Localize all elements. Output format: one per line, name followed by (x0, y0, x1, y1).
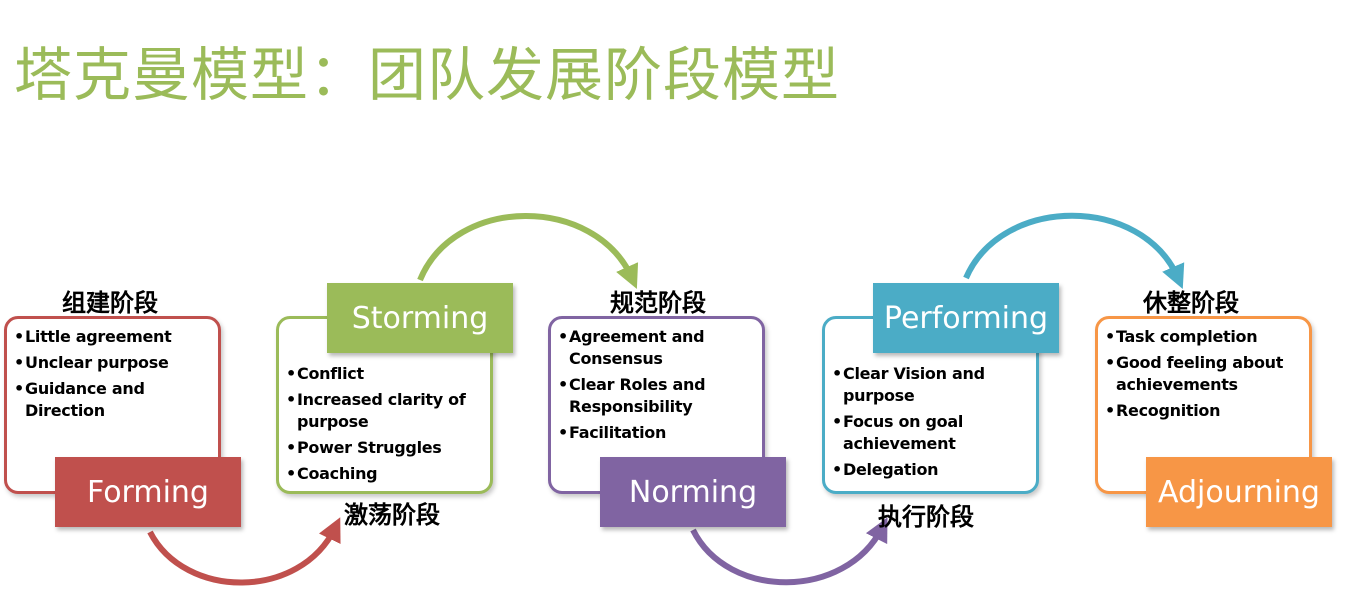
performing-label: Performing (873, 283, 1059, 353)
forming-cn-label: 组建阶段 (62, 289, 158, 317)
storming-cn-label: 激荡阶段 (344, 501, 440, 529)
storming-items: Conflict Increased clarity of purpose Po… (286, 363, 488, 489)
forming-item: Little agreement (14, 326, 216, 348)
forming-items: Little agreement Unclear purpose Guidanc… (14, 326, 216, 426)
performing-item: Clear Vision and purpose (832, 363, 1034, 407)
norming-label: Norming (600, 457, 786, 527)
adjourning-item: Task completion (1105, 326, 1307, 348)
adjourning-label: Adjourning (1146, 457, 1332, 527)
arrow-storming-to-norming (417, 213, 639, 289)
storming-label: Storming (327, 283, 513, 353)
norming-item: Clear Roles and Responsibility (558, 374, 760, 418)
adjourning-items: Task completion Good feeling about achie… (1105, 326, 1307, 426)
adjourning-item: Good feeling about achievements (1105, 352, 1307, 396)
adjourning-cn-label: 休整阶段 (1143, 289, 1239, 317)
norming-item: Facilitation (558, 422, 760, 444)
arrow-forming-to-storming (147, 517, 341, 586)
storming-item: Increased clarity of purpose (286, 389, 488, 433)
norming-cn-label: 规范阶段 (610, 289, 706, 317)
adjourning-item: Recognition (1105, 400, 1307, 422)
performing-cn-label: 执行阶段 (878, 503, 974, 531)
performing-items: Clear Vision and purpose Focus on goal a… (832, 363, 1034, 485)
storming-item: Coaching (286, 463, 488, 485)
forming-item: Guidance and Direction (14, 378, 216, 422)
arrow-norming-to-performing (690, 517, 888, 586)
norming-items: Agreement and Consensus Clear Roles and … (558, 326, 760, 448)
performing-item: Focus on goal achievement (832, 411, 1034, 455)
forming-item: Unclear purpose (14, 352, 216, 374)
page-title: 塔克曼模型：团队发展阶段模型 (14, 41, 841, 109)
arrow-performing-to-adjourning (963, 212, 1185, 290)
performing-item: Delegation (832, 459, 1034, 481)
forming-label: Forming (55, 457, 241, 527)
storming-item: Conflict (286, 363, 488, 385)
norming-item: Agreement and Consensus (558, 326, 760, 370)
storming-item: Power Struggles (286, 437, 488, 459)
